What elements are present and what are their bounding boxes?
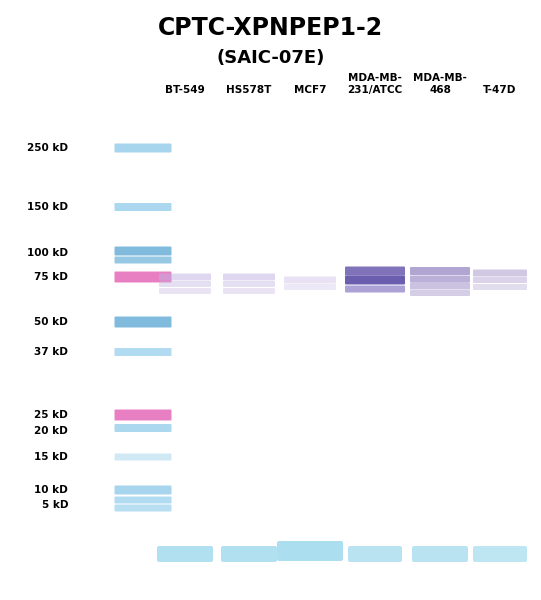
FancyBboxPatch shape — [473, 284, 527, 290]
Text: 20 kD: 20 kD — [34, 426, 68, 436]
FancyBboxPatch shape — [410, 283, 470, 289]
FancyBboxPatch shape — [115, 317, 171, 328]
FancyBboxPatch shape — [115, 271, 171, 283]
FancyBboxPatch shape — [115, 143, 171, 152]
FancyBboxPatch shape — [115, 424, 171, 432]
Text: 100 kD: 100 kD — [27, 248, 68, 258]
FancyBboxPatch shape — [410, 267, 470, 275]
FancyBboxPatch shape — [473, 546, 527, 562]
FancyBboxPatch shape — [345, 266, 405, 275]
Text: MCF7: MCF7 — [294, 85, 326, 95]
Text: 15 kD: 15 kD — [34, 452, 68, 462]
Text: CPTC-XPNPEP1-2: CPTC-XPNPEP1-2 — [158, 16, 383, 40]
Text: 10 kD: 10 kD — [34, 485, 68, 495]
FancyBboxPatch shape — [410, 290, 470, 296]
FancyBboxPatch shape — [284, 277, 336, 283]
FancyBboxPatch shape — [223, 288, 275, 294]
Text: 250 kD: 250 kD — [27, 143, 68, 153]
FancyBboxPatch shape — [115, 247, 171, 256]
FancyBboxPatch shape — [157, 546, 213, 562]
FancyBboxPatch shape — [345, 275, 405, 284]
FancyBboxPatch shape — [410, 275, 470, 283]
FancyBboxPatch shape — [223, 274, 275, 280]
FancyBboxPatch shape — [345, 286, 405, 292]
FancyBboxPatch shape — [473, 277, 527, 283]
FancyBboxPatch shape — [223, 281, 275, 287]
FancyBboxPatch shape — [159, 288, 211, 294]
Text: MDA-MB-
468: MDA-MB- 468 — [413, 73, 467, 95]
Text: 75 kD: 75 kD — [34, 272, 68, 282]
FancyBboxPatch shape — [277, 541, 343, 561]
FancyBboxPatch shape — [348, 546, 402, 562]
Text: 37 kD: 37 kD — [34, 347, 68, 357]
Text: HS578T: HS578T — [226, 85, 272, 95]
FancyBboxPatch shape — [473, 269, 527, 277]
FancyBboxPatch shape — [284, 284, 336, 290]
Text: 25 kD: 25 kD — [34, 410, 68, 420]
FancyBboxPatch shape — [115, 409, 171, 421]
FancyBboxPatch shape — [115, 497, 171, 503]
Text: 50 kD: 50 kD — [34, 317, 68, 327]
FancyBboxPatch shape — [221, 546, 277, 562]
Text: (SAIC-07E): (SAIC-07E) — [216, 49, 325, 67]
FancyBboxPatch shape — [412, 546, 468, 562]
FancyBboxPatch shape — [159, 281, 211, 287]
FancyBboxPatch shape — [115, 485, 171, 494]
Text: MDA-MB-
231/ATCC: MDA-MB- 231/ATCC — [347, 73, 403, 95]
Text: T-47D: T-47D — [483, 85, 517, 95]
Text: BT-549: BT-549 — [165, 85, 205, 95]
FancyBboxPatch shape — [159, 274, 211, 280]
FancyBboxPatch shape — [115, 257, 171, 263]
FancyBboxPatch shape — [115, 454, 171, 461]
Text: 150 kD: 150 kD — [27, 202, 68, 212]
FancyBboxPatch shape — [115, 203, 171, 211]
FancyBboxPatch shape — [115, 348, 171, 356]
FancyBboxPatch shape — [115, 505, 171, 511]
Text: 5 kD: 5 kD — [42, 500, 68, 510]
